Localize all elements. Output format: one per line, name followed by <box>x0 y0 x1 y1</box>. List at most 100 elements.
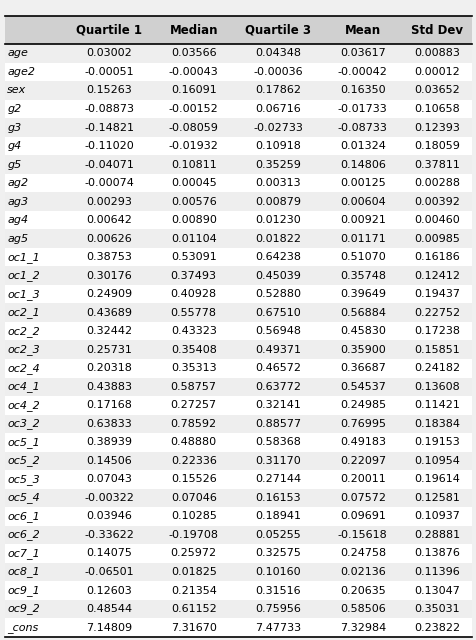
Text: 0.45039: 0.45039 <box>255 271 300 281</box>
Text: 0.37811: 0.37811 <box>414 159 459 170</box>
Text: -0.00152: -0.00152 <box>169 104 218 114</box>
Text: Quartile 3: Quartile 3 <box>245 24 311 36</box>
Text: 0.16153: 0.16153 <box>255 493 300 503</box>
Text: 0.48544: 0.48544 <box>86 604 132 614</box>
Text: oc2_3: oc2_3 <box>7 344 40 355</box>
Text: -0.15618: -0.15618 <box>337 530 387 540</box>
Bar <box>5 581 471 600</box>
Text: 0.00392: 0.00392 <box>414 196 459 207</box>
Text: 0.00288: 0.00288 <box>414 178 459 188</box>
Bar <box>5 266 471 285</box>
Text: 0.35031: 0.35031 <box>414 604 459 614</box>
Text: 0.12581: 0.12581 <box>414 493 459 503</box>
Text: 0.22097: 0.22097 <box>339 456 385 466</box>
Text: oc6_1: oc6_1 <box>7 511 40 522</box>
Text: oc5_1: oc5_1 <box>7 437 40 448</box>
Text: 0.46572: 0.46572 <box>255 364 301 373</box>
Text: ag5: ag5 <box>7 234 28 244</box>
Bar <box>5 470 471 489</box>
Text: 0.24909: 0.24909 <box>86 289 132 299</box>
Text: 0.23822: 0.23822 <box>414 623 459 632</box>
Text: ag2: ag2 <box>7 178 28 188</box>
Bar <box>5 415 471 433</box>
Text: -0.00043: -0.00043 <box>169 67 218 77</box>
Text: 0.39649: 0.39649 <box>339 289 385 299</box>
Text: 0.35748: 0.35748 <box>339 271 385 281</box>
Text: 0.07043: 0.07043 <box>86 474 132 484</box>
Text: sex: sex <box>7 86 26 95</box>
Text: 0.16186: 0.16186 <box>414 252 459 262</box>
Bar <box>5 618 471 637</box>
Text: 0.01104: 0.01104 <box>170 234 216 244</box>
Text: -0.14821: -0.14821 <box>84 122 134 132</box>
Text: g3: g3 <box>7 122 21 132</box>
Text: 0.15851: 0.15851 <box>414 345 459 355</box>
Bar <box>5 248 471 266</box>
Text: 0.03652: 0.03652 <box>414 86 459 95</box>
Bar <box>5 359 471 378</box>
Text: oc1_3: oc1_3 <box>7 289 40 300</box>
Text: 0.03002: 0.03002 <box>86 49 132 58</box>
Text: -0.08059: -0.08059 <box>169 122 218 132</box>
Text: 0.00890: 0.00890 <box>170 215 216 225</box>
Text: oc8_1: oc8_1 <box>7 566 40 577</box>
Text: 0.61152: 0.61152 <box>170 604 216 614</box>
Text: 0.01171: 0.01171 <box>339 234 385 244</box>
Text: -0.00074: -0.00074 <box>84 178 134 188</box>
Bar <box>5 525 471 544</box>
Text: 0.07572: 0.07572 <box>339 493 385 503</box>
Text: 0.06716: 0.06716 <box>255 104 300 114</box>
Bar <box>5 81 471 100</box>
Text: 0.63833: 0.63833 <box>86 419 132 429</box>
Text: 0.56884: 0.56884 <box>339 308 385 317</box>
Text: 0.07046: 0.07046 <box>170 493 216 503</box>
Bar <box>5 229 471 248</box>
Text: 0.58506: 0.58506 <box>339 604 385 614</box>
Bar <box>5 192 471 211</box>
Text: 0.00125: 0.00125 <box>339 178 385 188</box>
Text: -0.08873: -0.08873 <box>84 104 134 114</box>
Text: 0.00879: 0.00879 <box>255 196 301 207</box>
Text: 0.25972: 0.25972 <box>170 548 217 559</box>
Text: 0.32575: 0.32575 <box>255 548 300 559</box>
Text: 0.00045: 0.00045 <box>170 178 216 188</box>
Text: 0.13047: 0.13047 <box>414 586 459 595</box>
Text: 0.16091: 0.16091 <box>170 86 216 95</box>
Text: 0.17862: 0.17862 <box>255 86 301 95</box>
Text: 0.14075: 0.14075 <box>86 548 132 559</box>
Text: 0.55778: 0.55778 <box>170 308 216 317</box>
Text: 7.32984: 7.32984 <box>339 623 385 632</box>
Text: 0.35259: 0.35259 <box>255 159 300 170</box>
Text: 0.53091: 0.53091 <box>170 252 216 262</box>
Text: 0.10658: 0.10658 <box>414 104 459 114</box>
Text: 0.01822: 0.01822 <box>255 234 301 244</box>
Text: oc5_2: oc5_2 <box>7 456 40 467</box>
Bar <box>5 303 471 322</box>
Text: -0.02733: -0.02733 <box>253 122 303 132</box>
Text: 0.00985: 0.00985 <box>414 234 459 244</box>
Bar <box>5 378 471 396</box>
Bar <box>5 174 471 192</box>
Bar <box>5 544 471 563</box>
Text: -0.01932: -0.01932 <box>169 141 218 151</box>
Text: 0.36687: 0.36687 <box>339 364 385 373</box>
Text: 0.10954: 0.10954 <box>414 456 459 466</box>
Text: 0.43883: 0.43883 <box>86 382 132 392</box>
Text: 0.12603: 0.12603 <box>86 586 132 595</box>
Text: g5: g5 <box>7 159 21 170</box>
Bar <box>5 156 471 174</box>
Text: oc5_4: oc5_4 <box>7 492 40 503</box>
Text: 0.67510: 0.67510 <box>255 308 300 317</box>
Text: 0.16350: 0.16350 <box>339 86 385 95</box>
Text: g4: g4 <box>7 141 21 151</box>
Text: g2: g2 <box>7 104 21 114</box>
Text: -0.33622: -0.33622 <box>84 530 134 540</box>
Bar <box>5 211 471 229</box>
Text: 0.03566: 0.03566 <box>170 49 216 58</box>
Text: 0.10160: 0.10160 <box>255 567 300 577</box>
Text: oc3_2: oc3_2 <box>7 419 40 429</box>
Text: 0.58757: 0.58757 <box>170 382 216 392</box>
Bar <box>5 340 471 359</box>
Text: 0.04348: 0.04348 <box>255 49 301 58</box>
Text: oc9_1: oc9_1 <box>7 585 40 596</box>
